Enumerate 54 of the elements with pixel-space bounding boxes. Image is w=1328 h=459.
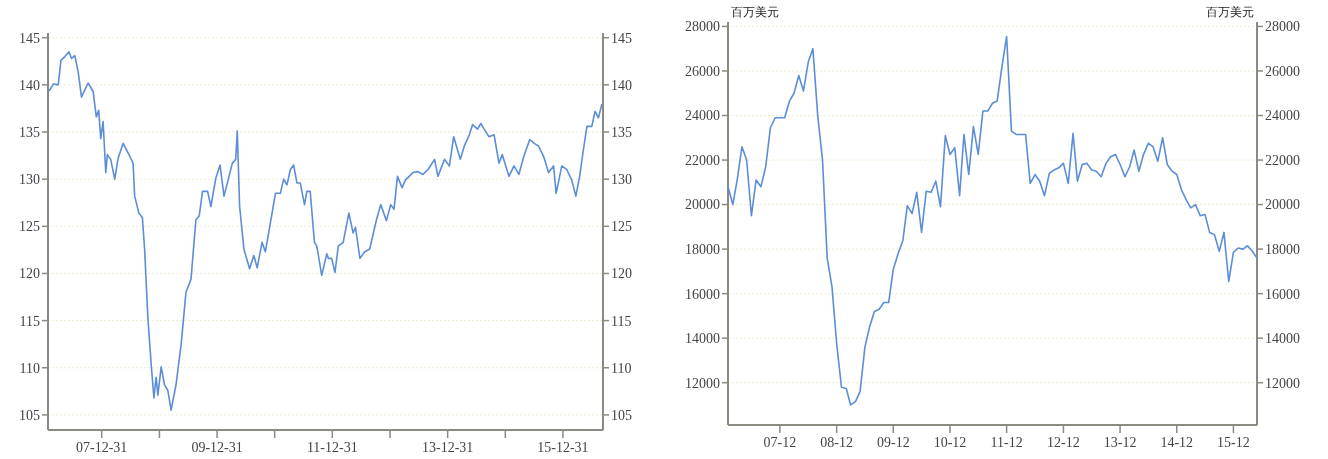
- x-tick-label: 11-12-31: [306, 440, 358, 455]
- y2-tick-label: 28000: [1265, 19, 1300, 35]
- y2-tick-label: 125: [611, 219, 632, 235]
- x-tick-label: 09-12-31: [191, 440, 243, 455]
- y2-tick-label: 135: [611, 124, 632, 140]
- y-tick-label: 28000: [685, 19, 720, 35]
- y2-tick-label: 115: [611, 313, 632, 329]
- x-tick-label: 08-12: [820, 435, 853, 450]
- y2-tick-label: 26000: [1265, 63, 1300, 79]
- y2-tick-label: 22000: [1265, 152, 1300, 168]
- y2-tick-label: 14000: [1265, 331, 1300, 347]
- line-series: [727, 35, 1258, 406]
- y-tick-label: 130: [19, 172, 40, 188]
- x-tick-label: 09-12: [876, 435, 910, 450]
- y-tick-label: 120: [19, 266, 40, 282]
- y2-tick-label: 145: [611, 30, 632, 46]
- x-tick-label: 13-12: [1103, 435, 1137, 450]
- y-axis-title: 百万美元: [731, 5, 779, 19]
- y-tick-label: 105: [19, 407, 40, 423]
- y2-tick-label: 20000: [1265, 197, 1300, 213]
- y2-tick-label: 105: [611, 407, 632, 423]
- x-tick-label: 15-12: [1217, 435, 1250, 450]
- x-tick-label: 12-12: [1047, 435, 1080, 450]
- y2-tick-label: 130: [611, 172, 632, 188]
- y2-tick-label: 18000: [1265, 242, 1300, 257]
- y-tick-label: 22000: [685, 152, 720, 168]
- y-tick-label: 20000: [685, 197, 720, 213]
- y-tick-label: 16000: [685, 286, 720, 302]
- x-tick-label: 10-12: [933, 435, 967, 450]
- y2-tick-label: 16000: [1265, 286, 1300, 302]
- x-tick-label: 11-12: [990, 435, 1023, 450]
- x-tick-label: 13-12-31: [422, 440, 474, 455]
- x-tick-label: 07-12: [763, 435, 797, 450]
- y2-tick-label: 140: [611, 77, 632, 93]
- y-tick-label: 135: [19, 124, 40, 140]
- y-tick-label: 12000: [685, 375, 720, 391]
- y-tick-label: 26000: [685, 63, 720, 79]
- line-series: [48, 51, 603, 411]
- y2-tick-label: 12000: [1265, 375, 1300, 391]
- y-tick-label: 115: [19, 313, 40, 329]
- y2-tick-label: 120: [611, 266, 632, 282]
- y-tick-label: 125: [19, 219, 40, 235]
- y-tick-label: 14000: [685, 331, 720, 347]
- x-tick-label: 14-12: [1160, 435, 1194, 450]
- y-tick-label: 24000: [685, 108, 720, 124]
- x-tick-label: 15-12-31: [537, 440, 589, 455]
- y2-tick-label: 24000: [1265, 108, 1300, 124]
- y-tick-label: 110: [19, 360, 40, 376]
- y-tick-label: 140: [19, 77, 40, 93]
- y2-tick-label: 110: [611, 360, 632, 376]
- y-tick-label: 18000: [685, 242, 720, 257]
- x-tick-label: 07-12-31: [76, 440, 128, 455]
- y2-axis-title: 百万美元: [1206, 5, 1254, 19]
- y-tick-label: 145: [19, 30, 40, 46]
